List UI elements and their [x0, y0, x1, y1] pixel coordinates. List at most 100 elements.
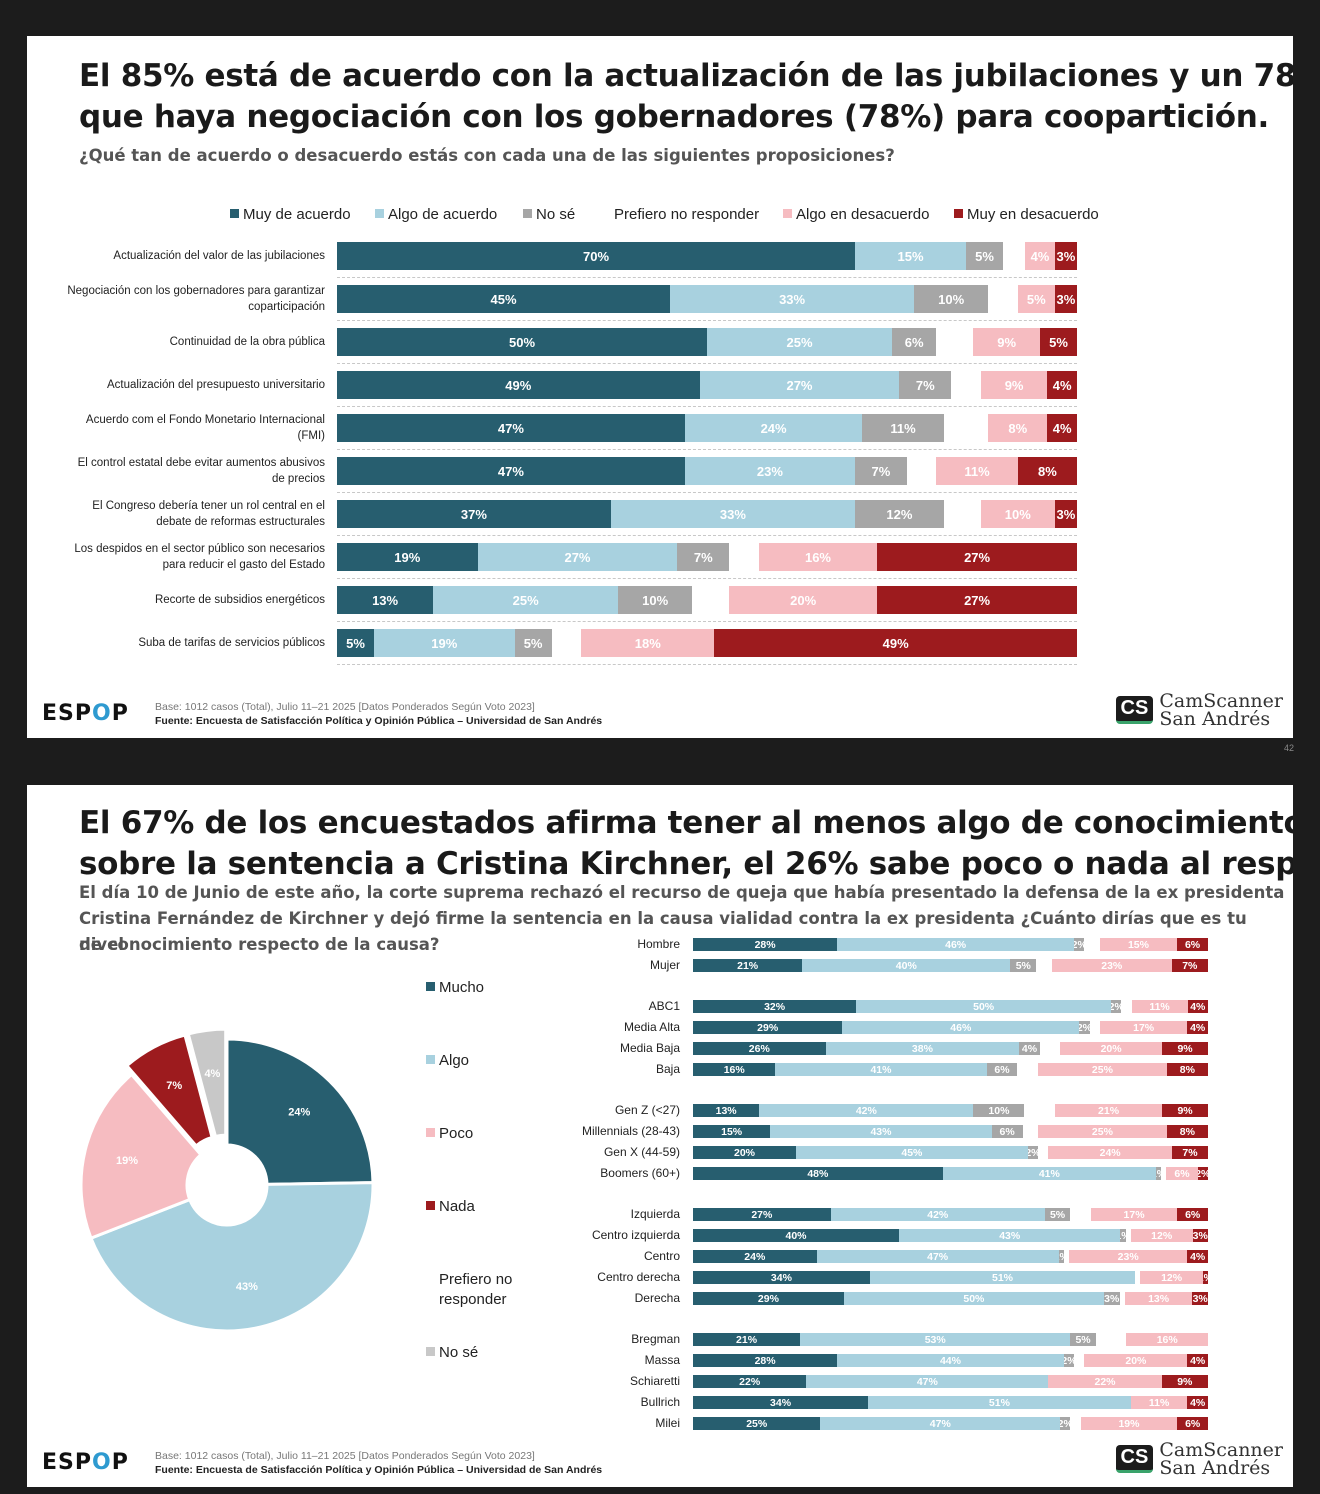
row-label: Suba de tarifas de servicios públicos	[138, 637, 325, 649]
seg-nada: 6%	[1177, 1417, 1208, 1430]
seg-nada: 8%	[1166, 1063, 1208, 1076]
seg-nada: 9%	[1162, 1042, 1208, 1055]
seg-algo-acuerdo: 25%	[433, 586, 619, 614]
seg-no-se: 1%	[1155, 1167, 1162, 1180]
footer-source: Fuente: Encuesta de Satisfacción Polític…	[155, 715, 603, 727]
seg-mucho: 34%	[693, 1271, 870, 1284]
seg-muy-desacuerdo: 3%	[1054, 285, 1077, 313]
seg-nada: 7%	[1171, 1146, 1208, 1159]
espop-logo: ESPOP	[42, 701, 129, 726]
camscanner-watermark: CS CamScanner San Andrés	[1115, 1441, 1283, 1478]
seg-mucho: 29%	[693, 1292, 844, 1305]
segment-label: Baja	[655, 1062, 680, 1076]
seg-algo: 38%	[825, 1042, 1020, 1055]
seg-algo-acuerdo: 33%	[670, 285, 915, 313]
seg-no-se: 10%	[914, 285, 989, 313]
segment-label: Bregman	[631, 1332, 680, 1346]
seg-algo-acuerdo: 27%	[699, 371, 900, 399]
footer-base: Base: 1012 casos (Total), Julio 11–21 20…	[155, 1450, 535, 1462]
seg-mucho: 20%	[693, 1146, 796, 1159]
seg-no-se: 5%	[1044, 1208, 1071, 1221]
seg-no-se: 7%	[855, 457, 907, 485]
seg-no-se: 4%	[1019, 1042, 1040, 1055]
row-separator	[337, 277, 1077, 278]
seg-no-se: 5%	[514, 629, 552, 657]
seg-mucho: 40%	[693, 1229, 899, 1242]
slice-mucho	[225, 1037, 375, 1186]
segment-label: Boomers (60+)	[600, 1166, 680, 1180]
seg-mucho: 21%	[693, 1333, 801, 1346]
seg-muy-acuerdo: 37%	[337, 500, 611, 528]
seg-algo-desacuerdo: 9%	[980, 371, 1048, 399]
seg-algo: 47%	[820, 1417, 1061, 1430]
seg-prefiero	[1090, 1021, 1100, 1034]
seg-poco: 13%	[1124, 1292, 1193, 1305]
slide-kirchner: El 67% de los encuestados afirma tener a…	[27, 785, 1293, 1487]
segment-label: Hombre	[637, 937, 680, 951]
seg-poco: 6%	[1166, 1167, 1198, 1180]
seg-prefiero	[1023, 1125, 1038, 1138]
seg-algo-desacuerdo: 4%	[1025, 242, 1055, 270]
seg-no-se: 6%	[986, 1063, 1018, 1076]
camscanner-watermark: CS CamScanner San Andrés	[1115, 692, 1283, 729]
seg-nada: 9%	[1161, 1375, 1208, 1388]
seg-poco: 16%	[1126, 1333, 1208, 1346]
legend-label: Algo en desacuerdo	[796, 206, 930, 223]
slide2-subtitle-line3: de conocimiento respecto de la causa?	[79, 935, 440, 954]
row-label: Actualización del valor de las jubilacio…	[113, 250, 325, 262]
row-label: Actualización del presupuesto universita…	[107, 379, 325, 391]
slice-algo	[89, 1181, 375, 1333]
segment-label: Gen X (44-59)	[603, 1145, 680, 1159]
seg-no-se: 7%	[677, 543, 730, 571]
seg-prefiero	[1096, 1333, 1127, 1346]
legend-item-algo-desacuerdo: Algo en desacuerdo	[783, 206, 929, 223]
seg-no-se: 5%	[966, 242, 1003, 270]
seg-muy-desacuerdo: 27%	[877, 586, 1077, 614]
row-label: Negociación con los gobernadores para ga…	[67, 285, 325, 313]
seg-no-se: 6%	[991, 1125, 1023, 1138]
seg-poco: 15%	[1099, 938, 1178, 951]
row-separator	[337, 363, 1077, 364]
row-separator	[337, 664, 1077, 665]
row-label: El Congreso debería tener un rol central…	[92, 500, 325, 528]
seg-poco: 19%	[1080, 1417, 1178, 1430]
pie-legend-prefiero: Prefiero no responder	[439, 1271, 513, 1308]
segment-label: Media Baja	[619, 1041, 680, 1055]
pie-legend-poco: Poco	[426, 1124, 473, 1144]
seg-algo: 46%	[837, 938, 1075, 951]
seg-nada: 3%	[1192, 1292, 1208, 1305]
seg-poco: 23%	[1051, 959, 1172, 972]
legend-label: Algo de acuerdo	[388, 206, 498, 223]
segment-label: ABC1	[648, 999, 680, 1013]
seg-algo: 51%	[868, 1396, 1131, 1409]
slide1-legend: Muy de acuerdo Algo de acuerdo No sé Pre…	[227, 206, 1293, 226]
legend-item-muy-acuerdo: Muy de acuerdo	[230, 206, 351, 223]
legend-label: Muy de acuerdo	[243, 206, 351, 223]
seg-algo-acuerdo: 19%	[374, 629, 515, 657]
slide2-subtitle-line1: El día 10 de Junio de este año, la corte…	[79, 883, 1285, 902]
seg-algo: 51%	[869, 1271, 1136, 1284]
legend-item-prefiero: Prefiero no responder	[614, 206, 759, 223]
seg-poco: 21%	[1055, 1104, 1163, 1117]
seg-muy-desacuerdo: 5%	[1040, 328, 1077, 356]
seg-mucho: 24%	[693, 1250, 817, 1263]
seg-algo-desacuerdo: 8%	[988, 414, 1048, 442]
segment-label: Millennials (28-43)	[581, 1124, 680, 1138]
slide2-subtitle-line2: Cristina Fernández de Kirchner y dejó fi…	[79, 909, 1247, 954]
row-label: Los despidos en el sector público son ne…	[74, 543, 325, 571]
seg-nada: 4%	[1187, 1354, 1208, 1367]
seg-muy-desacuerdo: 4%	[1047, 414, 1077, 442]
seg-no-se: 2%	[1063, 1354, 1075, 1367]
segment-label: Milei	[655, 1416, 680, 1430]
seg-algo: 40%	[802, 959, 1011, 972]
seg-poco: 24%	[1048, 1146, 1172, 1159]
seg-muy-desacuerdo: 3%	[1054, 242, 1077, 270]
seg-prefiero	[944, 414, 988, 442]
seg-muy-acuerdo: 5%	[337, 629, 374, 657]
seg-algo: 45%	[796, 1146, 1028, 1159]
seg-no-se: 2%	[1074, 938, 1085, 951]
seg-no-se: 2%	[1111, 1000, 1122, 1013]
seg-poco: 20%	[1060, 1042, 1163, 1055]
legend-swatch	[375, 209, 384, 218]
seg-nada: 8%	[1166, 1125, 1208, 1138]
